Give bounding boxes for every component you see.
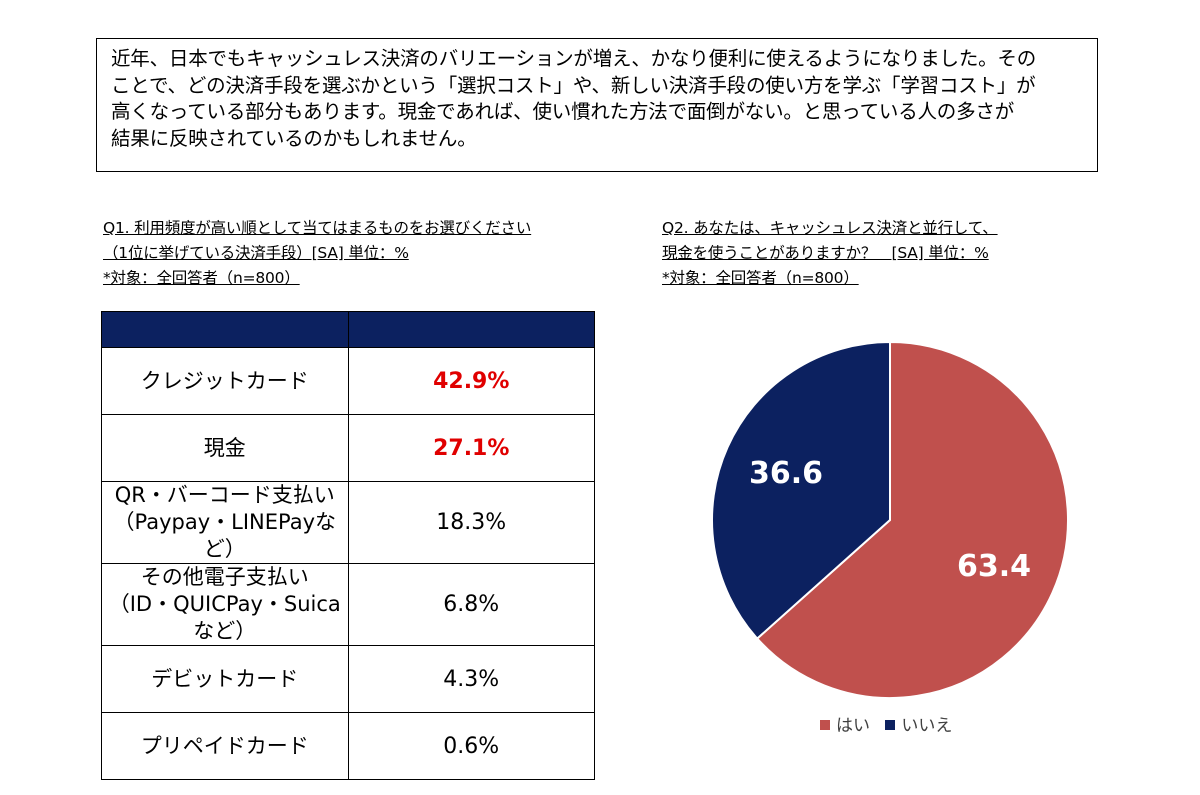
item-label-line: クレジットカード xyxy=(140,368,309,393)
table-row: クレジットカード 42.9% xyxy=(101,347,595,415)
table-header-item xyxy=(101,311,349,348)
legend-label-yes: はい xyxy=(836,716,870,736)
table-header-value xyxy=(347,311,595,348)
table-cell-item: デビットカード xyxy=(101,645,349,713)
item-label-line: プリペイドカード xyxy=(140,733,309,758)
table-row: その他電子支払い （ID・QUICPay・Suicaなど） 6.8% xyxy=(101,563,595,646)
q1-title: Q1. 利用頻度が高い順として当てはまるものをお選びください （1位に挙げている… xyxy=(103,216,531,291)
pie-data-label-no: 36.6 xyxy=(749,456,823,491)
table-header-row xyxy=(101,311,595,348)
summary-line: ことで、どの決済手段を選ぶかという「選択コスト」や、新しい決済手段の使い方を学ぶ… xyxy=(111,73,1036,97)
legend-item-no: いいえ xyxy=(885,714,952,738)
table-cell-value: 27.1% xyxy=(347,414,595,482)
item-label-line: 現金 xyxy=(203,435,246,460)
q1-results-table: クレジットカード 42.9% 現金 27.1% QR・バーコード支払い （Paypay・L… xyxy=(101,311,595,780)
table-row: 現金 27.1% xyxy=(101,414,595,482)
q2-title-line: *対象：全回答者（n=800） xyxy=(662,269,859,287)
q2-title-line: 現金を使うことがありますか？ [SA] 単位：% xyxy=(662,244,989,262)
q1-title-line: *対象：全回答者（n=800） xyxy=(103,269,300,287)
table-cell-item: その他電子支払い （ID・QUICPay・Suicaなど） xyxy=(101,563,349,646)
table-row: デビットカード 4.3% xyxy=(101,645,595,713)
pie-legend: はい いいえ xyxy=(820,714,962,738)
item-label-line: （Paypay・LINEPayなど） xyxy=(113,510,337,561)
table-cell-value: 0.6% xyxy=(347,712,595,780)
summary-box: 近年、日本でもキャッシュレス決済のバリエーションが増え、かなり便利に使えるように… xyxy=(96,38,1098,172)
table-cell-value: 6.8% xyxy=(347,563,595,646)
table-row: プリペイドカード 0.6% xyxy=(101,712,595,780)
table-cell-item: クレジットカード xyxy=(101,347,349,415)
pie-data-label-yes: 63.4 xyxy=(957,549,1031,584)
summary-line: 高くなっている部分もあります。現金であれば、使い慣れた方法で面倒がない。と思って… xyxy=(111,100,1015,123)
legend-label-no: いいえ xyxy=(901,716,953,736)
table-cell-item: QR・バーコード支払い （Paypay・LINEPayなど） xyxy=(101,481,349,564)
item-label-line: QR・バーコード支払い xyxy=(114,483,335,507)
q2-title: Q2. あなたは、キャッシュレス決済と並行して、 現金を使うことがありますか？ … xyxy=(662,216,998,291)
summary-line: 結果に反映されているのかもしれません。 xyxy=(111,126,477,150)
table-cell-item: 現金 xyxy=(101,414,349,482)
pie-slice-no xyxy=(711,340,891,640)
q2-title-line: Q2. あなたは、キャッシュレス決済と並行して、 xyxy=(662,219,998,237)
legend-item-yes: はい xyxy=(820,714,870,738)
table-cell-value: 4.3% xyxy=(347,645,595,713)
table-cell-item: プリペイドカード xyxy=(101,712,349,780)
legend-swatch-yes xyxy=(820,720,830,730)
item-label-line: （ID・QUICPay・Suicaなど） xyxy=(108,592,341,643)
item-label-line: デビットカード xyxy=(151,666,299,691)
q2-pie-chart: 63.4 36.6 xyxy=(711,340,1069,699)
table-cell-value: 42.9% xyxy=(347,347,595,415)
q1-title-line: （1位に挙げている決済手段）[SA] 単位：% xyxy=(103,244,409,262)
q1-title-line: Q1. 利用頻度が高い順として当てはまるものをお選びください xyxy=(103,219,532,237)
summary-line: 近年、日本でもキャッシュレス決済のバリエーションが増え、かなり便利に使えるように… xyxy=(111,47,1037,70)
item-label-line: その他電子支払い xyxy=(140,565,309,589)
table-row: QR・バーコード支払い （Paypay・LINEPayなど） 18.3% xyxy=(101,481,595,564)
pie-slice-yes xyxy=(755,340,1069,699)
legend-swatch-no xyxy=(885,720,896,730)
table-cell-value: 18.3% xyxy=(347,481,595,564)
